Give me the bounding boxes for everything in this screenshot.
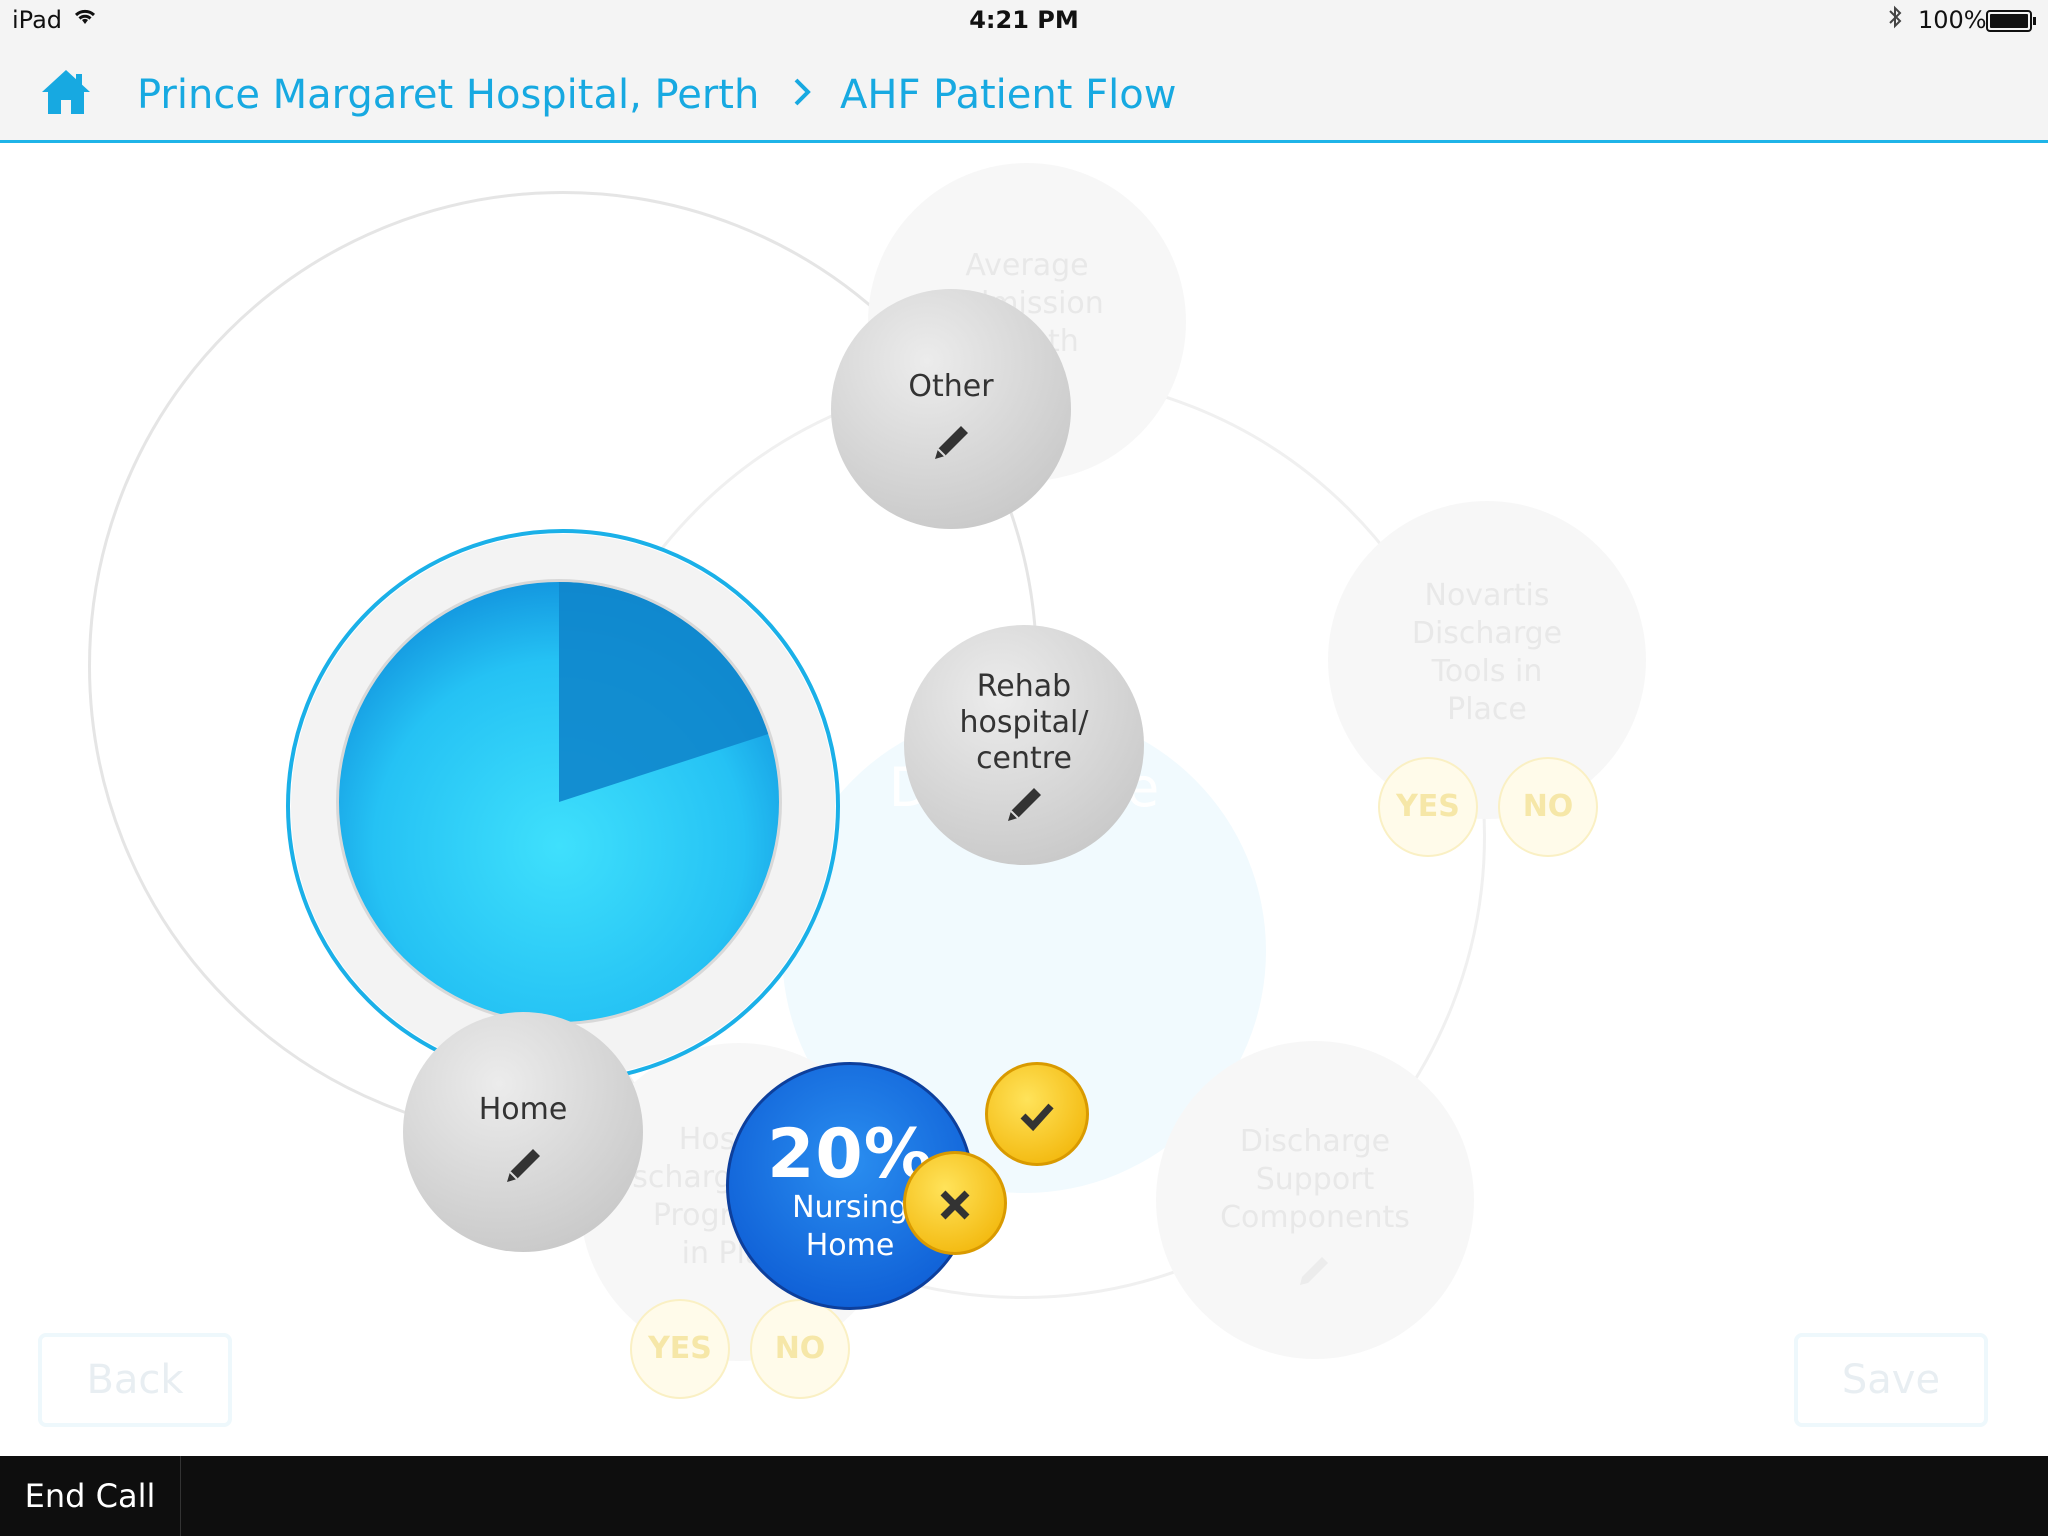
hospital-support-yes-button[interactable]: YES: [630, 1299, 730, 1399]
end-call-button[interactable]: End Call: [0, 1456, 181, 1536]
node-home-label: Home: [478, 1092, 568, 1127]
nursing-home-percent: 20%: [767, 1115, 933, 1194]
clock: 4:21 PM: [969, 6, 1079, 34]
pencil-icon[interactable]: [503, 1146, 543, 1186]
pie-highlight-slice: [559, 582, 769, 802]
call-bar: End Call: [0, 1456, 2048, 1536]
ghost-label-novartis-tools: Novartis Discharge Tools in Place: [1411, 578, 1563, 727]
bluetooth-icon: [1886, 4, 1904, 37]
wifi-icon: [72, 6, 98, 34]
device-name: iPad: [12, 6, 63, 34]
ghost-node-novartis-tools: [1328, 501, 1646, 819]
status-bar: iPad 4:21 PM 100%: [0, 0, 2048, 40]
breadcrumb-separator: [790, 72, 816, 122]
ghost-label-discharge-components: Discharge Support Components: [1220, 1124, 1410, 1235]
node-nursing-home[interactable]: 20% Nursing Home: [726, 1062, 974, 1310]
home-icon[interactable]: [40, 68, 92, 116]
close-icon: [935, 1177, 975, 1228]
node-rehab[interactable]: Rehab hospital/ centre: [904, 625, 1144, 865]
cancel-button[interactable]: [903, 1151, 1007, 1255]
ghost-node-discharge-components: [1156, 1041, 1474, 1359]
breadcrumb-page: AHF Patient Flow: [840, 72, 1177, 118]
node-home[interactable]: Home: [403, 1012, 643, 1252]
battery-icon: [1986, 10, 2036, 32]
hospital-support-no-button[interactable]: NO: [750, 1299, 850, 1399]
back-button[interactable]: Back: [38, 1333, 232, 1427]
nav-bar: Prince Margaret Hospital, Perth AHF Pati…: [0, 40, 2048, 143]
breadcrumb-hospital[interactable]: Prince Margaret Hospital, Perth: [137, 72, 760, 118]
nursing-home-label: Nursing Home: [792, 1190, 908, 1263]
check-icon: [1015, 1088, 1059, 1139]
battery-percent: 100%: [1918, 6, 1987, 34]
pie-chart: [336, 579, 782, 1025]
node-rehab-label: Rehab hospital/ centre: [959, 669, 1089, 776]
patient-flow-diagram: Average Admission Length Discharge Novar…: [0, 143, 2048, 1456]
node-other[interactable]: Other: [831, 289, 1071, 529]
novartis-no-button[interactable]: NO: [1498, 757, 1598, 857]
novartis-yes-button[interactable]: YES: [1378, 757, 1478, 857]
pencil-icon[interactable]: [1004, 785, 1044, 825]
confirm-button[interactable]: [985, 1062, 1089, 1166]
pencil-icon[interactable]: [931, 423, 971, 463]
node-other-label: Other: [908, 369, 994, 404]
save-button[interactable]: Save: [1794, 1333, 1988, 1427]
discharge-components-pencil-icon: [1294, 1251, 1334, 1295]
